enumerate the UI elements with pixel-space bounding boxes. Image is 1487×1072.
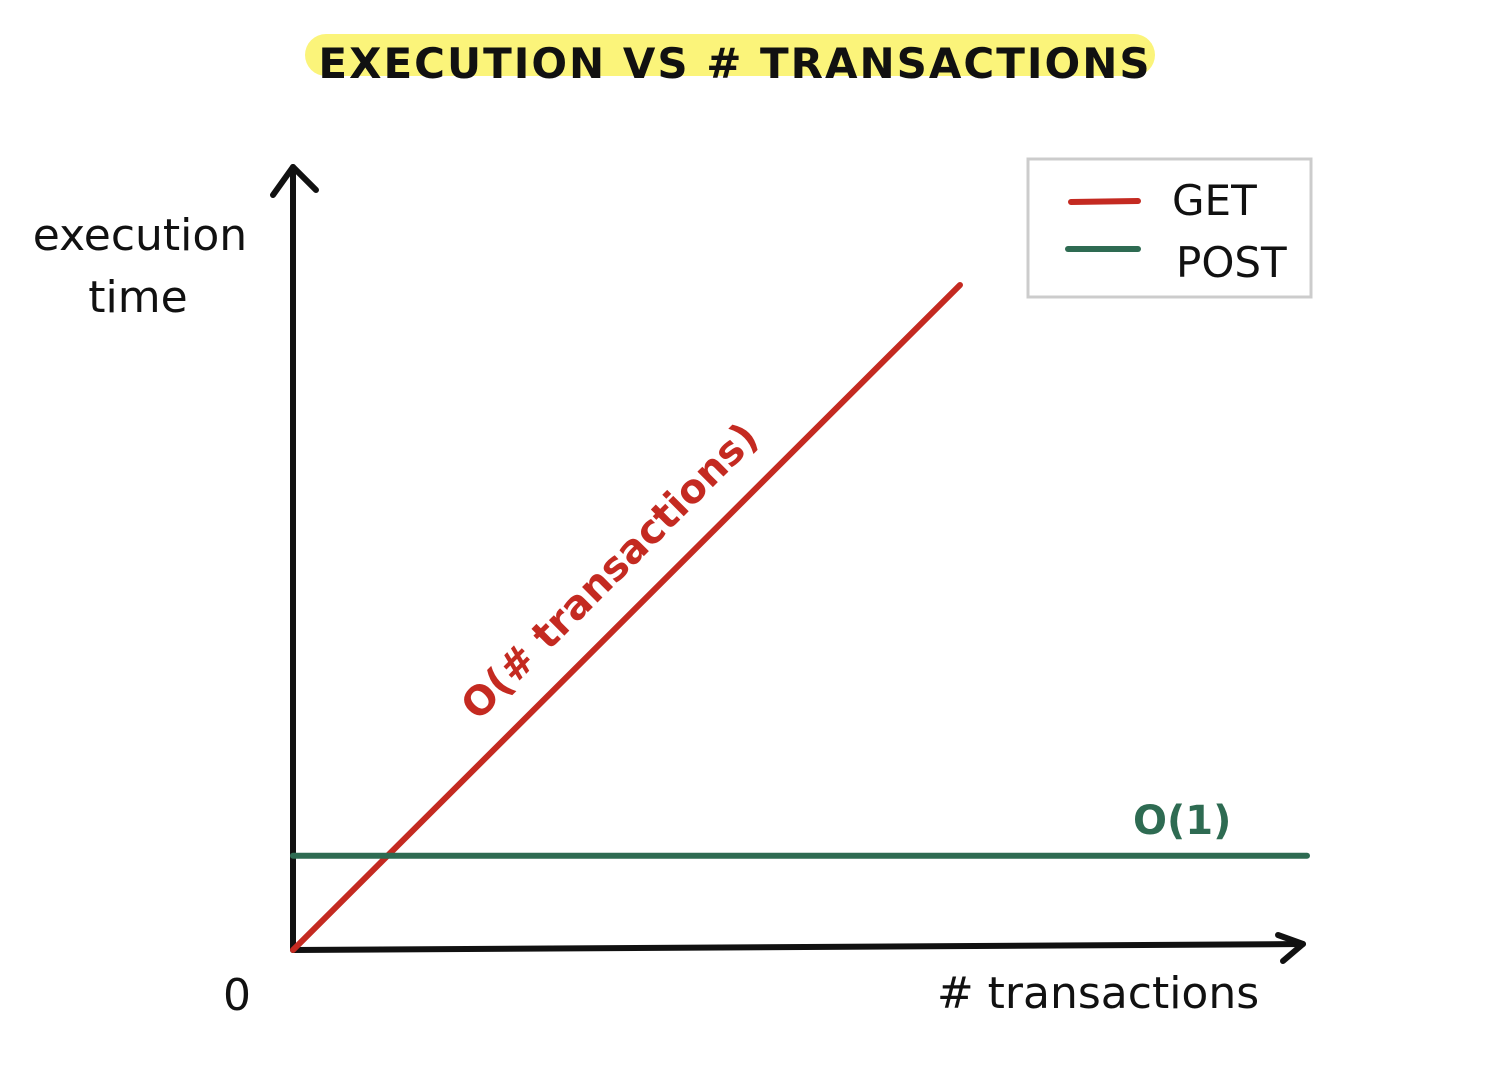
get-series-annotation: O(# transactions) xyxy=(453,414,768,729)
x-axis-label: # transactions xyxy=(937,968,1259,1019)
x-axis-arrow xyxy=(1275,932,1306,964)
series-line-get xyxy=(290,282,963,953)
y-axis-label-line-2: time xyxy=(88,272,187,323)
x-axis xyxy=(290,941,1306,953)
chart-title-group: EXECUTION VS # TRANSACTIONS xyxy=(305,34,1155,88)
legend: GET POST xyxy=(1026,157,1313,299)
legend-label-get: GET xyxy=(1172,176,1257,225)
title-highlight xyxy=(305,34,1155,76)
legend-box xyxy=(1026,157,1313,299)
legend-swatch-get xyxy=(1068,198,1141,205)
y-axis-arrow xyxy=(270,164,319,198)
axes xyxy=(270,164,1306,964)
chart-title: EXECUTION VS # TRANSACTIONS xyxy=(318,39,1151,88)
legend-label-post: POST xyxy=(1176,238,1287,287)
post-series-annotation: O(1) xyxy=(1133,798,1231,844)
series-layer xyxy=(290,282,1310,953)
y-axis-label-line-1: execution xyxy=(33,210,247,261)
origin-label: 0 xyxy=(223,970,251,1021)
